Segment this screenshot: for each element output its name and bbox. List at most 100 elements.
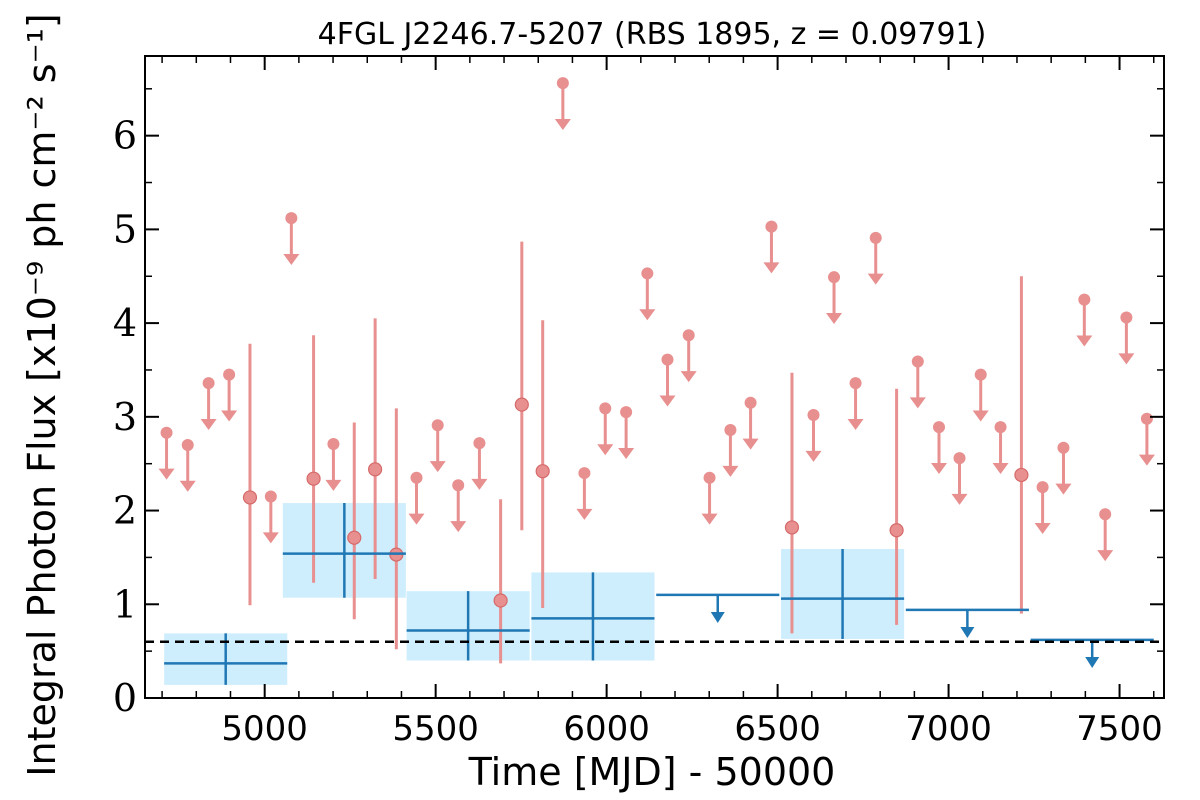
short-bin-ul-arrow-12 [576,508,593,520]
x-tick-label-4: 7000 [905,709,992,749]
short-bin-ul-point-13 [599,402,612,415]
y-tick-label-3: 3 [113,395,137,439]
short-bin-ul-arrow-31 [1034,522,1051,534]
short-bin-ul-arrow-24 [847,418,864,430]
short-bin-ul-arrow-7 [408,513,425,525]
short-bin-point-5 [493,593,508,608]
short-bin-ul-point-19 [724,423,737,436]
short-bin-ul-arrow-36 [1138,454,1155,466]
short-bin-ul-arrow-35 [1118,353,1135,365]
short-bin-ul-arrow-29 [972,410,989,422]
short-bin-ul-point-15 [641,267,654,280]
short-bin-ul-arrow-23 [826,313,843,325]
short-bin-ul-point-3 [223,368,236,381]
short-bin-ul-arrow-28 [951,493,968,505]
plot-area [145,77,1164,685]
short-bin-ul-arrow-27 [930,463,947,475]
short-bin-ul-point-18 [703,471,716,484]
short-bin-ul-arrow-33 [1076,335,1093,347]
short-bin-point-10 [1014,467,1029,483]
short-bin-ul-point-35 [1120,311,1133,324]
x-tick-label-3: 6500 [734,709,821,749]
short-bin-ul-point-33 [1078,293,1091,306]
axis-ticks: 5000 5500 6000 6500 7000 7500 0 1 2 3 4 5 6 [113,56,1164,749]
short-bin-ul-point-32 [1057,441,1070,454]
short-bin-ul-point-2 [202,377,215,390]
short-bin-ul-point-22 [807,408,820,421]
y-tick-label-5: 5 [113,207,137,251]
short-bin-ul-point-26 [911,355,924,368]
short-bin-ul-point-29 [974,368,987,381]
short-bin-ul-point-28 [953,452,966,465]
short-bin-ul-point-17 [682,329,695,342]
long-bin-ul-arrow-0 [710,612,725,624]
x-tick-label-1: 5500 [392,709,479,749]
chart-title: 4FGL J2246.7-5207 (RBS 1895, z = 0.09791… [318,17,987,52]
short-bin-ul-arrow-18 [701,513,718,525]
short-bin-point-3 [368,462,383,477]
short-bin-ul-arrow-9 [450,521,467,533]
short-bin-ul-point-4 [264,490,277,503]
y-axis-label: Integral Photon Flux [x10⁻⁹ ph cm⁻² s⁻¹] [20,13,64,776]
x-axis-label: Time [MJD] - 50000 [468,750,836,794]
x-tick-label-2: 6000 [563,709,650,749]
short-bin-ul-point-21 [765,220,778,233]
short-bin-ul-arrow-5 [283,254,300,266]
y-tick-label-1: 1 [113,582,137,626]
short-bin-ul-point-10 [473,437,486,450]
short-bin-ul-point-8 [431,419,444,432]
short-bin-ul-point-14 [620,406,633,419]
short-bin-ul-arrow-6 [325,479,342,491]
short-bin-ul-point-24 [849,377,862,390]
short-bin-point-6 [514,397,529,412]
short-bin-ul-point-27 [932,421,945,434]
short-bin-ul-point-0 [160,426,173,439]
short-bin-ul-arrow-2 [200,418,217,430]
x-tick-label-0: 5000 [221,709,308,749]
short-bin-ul-arrow-11 [554,119,571,131]
long-bin-ul-arrow-2 [1085,657,1100,669]
short-bin-ul-point-25 [869,231,882,244]
short-bin-point-7 [535,464,550,479]
short-bin-ul-arrow-4 [262,532,279,544]
short-bin-ul-point-30 [994,421,1007,434]
short-bin-ul-arrow-10 [471,478,488,490]
short-bin-ul-arrow-14 [618,448,635,460]
short-bin-ul-arrow-32 [1055,483,1072,495]
short-bin-ul-arrow-25 [867,273,884,285]
short-bin-ul-point-12 [578,467,591,480]
short-bin-ul-arrow-30 [992,463,1009,475]
short-bin-ul-point-7 [410,471,423,484]
long-bin-ul-arrow-1 [960,627,975,639]
short-bin-point-1 [306,471,321,486]
short-bin-ul-point-23 [828,271,841,284]
short-bin-ul-point-20 [744,396,757,409]
short-bin-ul-point-36 [1140,412,1153,425]
y-tick-label-0: 0 [113,676,137,720]
short-bin-ul-arrow-13 [597,444,614,456]
short-bin-point-2 [347,530,362,545]
short-bin-ul-arrow-15 [639,309,656,321]
short-bin-ul-arrow-16 [659,395,676,407]
short-bin-ul-point-9 [452,479,465,492]
short-bin-ul-arrow-1 [179,480,196,492]
short-bin-ul-point-31 [1036,481,1049,494]
short-bin-ul-point-34 [1099,508,1112,521]
short-bin-ul-arrow-34 [1097,550,1114,562]
short-bin-point-9 [889,523,904,538]
y-tick-label-2: 2 [113,489,137,533]
short-bin-ul-arrow-3 [221,410,238,422]
short-bin-ul-point-5 [285,212,298,225]
x-tick-label-5: 7500 [1076,709,1163,749]
plot-frame [144,55,1165,699]
short-bin-point-8 [784,520,800,535]
short-bin-ul-arrow-26 [909,397,926,409]
short-bin-ul-arrow-21 [763,262,780,274]
short-bin-ul-arrow-17 [680,371,697,383]
short-bin-ul-arrow-19 [722,465,739,477]
short-bin-ul-point-6 [327,438,340,451]
y-tick-label-6: 6 [113,114,137,158]
short-bin-ul-point-11 [556,77,569,90]
short-bin-ul-point-1 [181,438,194,451]
